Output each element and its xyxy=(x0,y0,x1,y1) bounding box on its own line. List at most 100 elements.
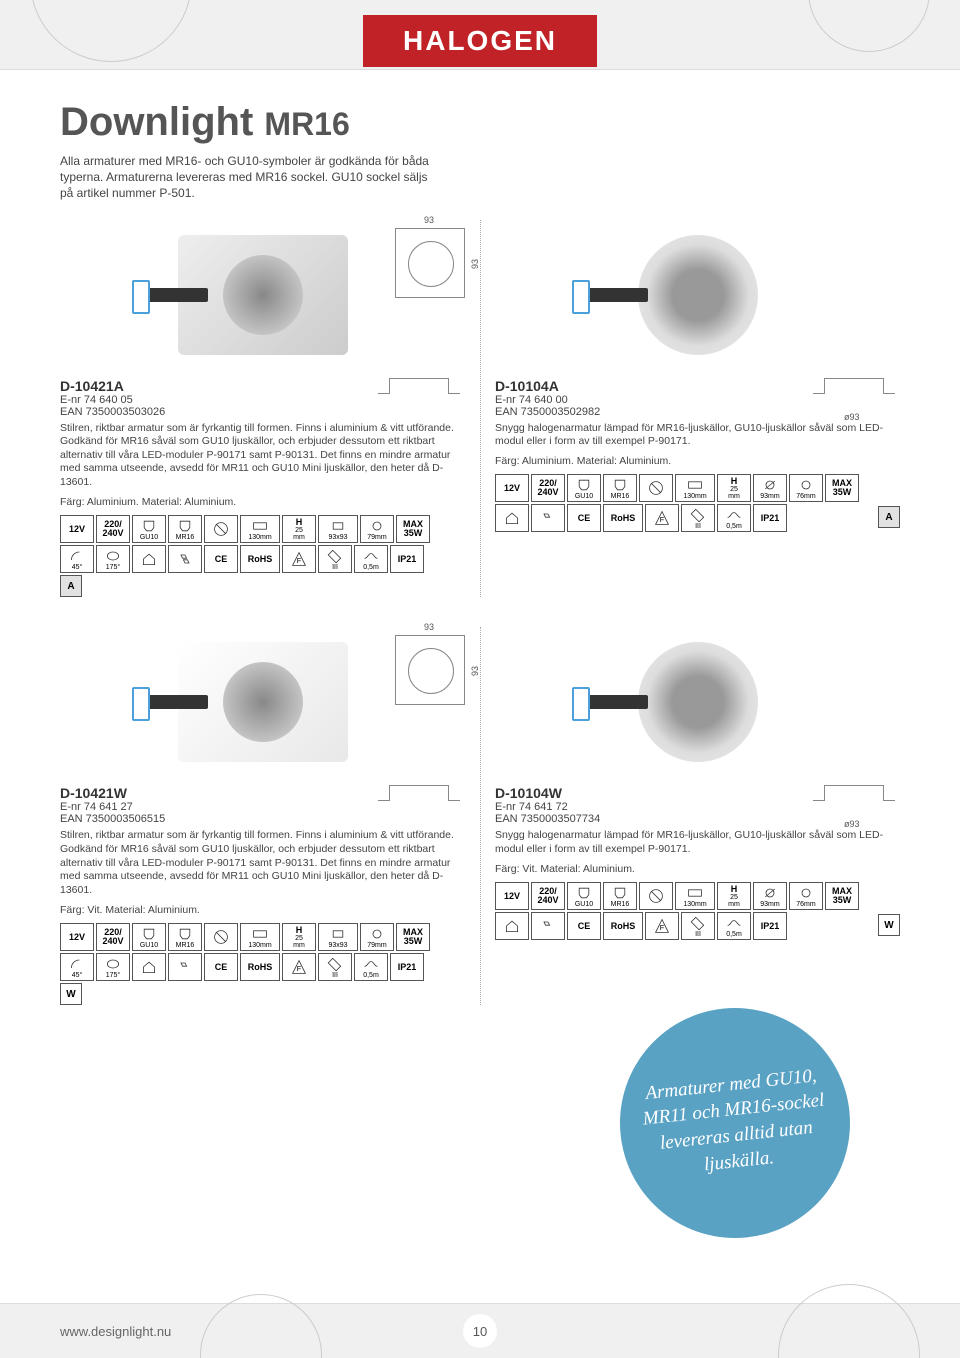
spec-depth: 130mm xyxy=(675,882,715,910)
spec-gu10: GU10 xyxy=(132,515,166,543)
spec-ip: IP21 xyxy=(753,912,787,940)
product-block: D-10421A E-nr 74 640 05 EAN 735000350302… xyxy=(60,378,465,598)
spec-depth: 130mm xyxy=(675,474,715,502)
fixture-square-icon xyxy=(178,642,348,762)
spec-noglass-icon xyxy=(204,515,238,543)
spec-icons: 12V 220/240V GU10 MR16 130mm H25mm 93x93… xyxy=(60,923,465,1005)
spec-maxw: MAX35W xyxy=(396,923,430,951)
product-column: 93 93 D-10421A E-nr 74 640 05 EAN 735000… xyxy=(60,220,465,598)
spec-ip: IP21 xyxy=(753,504,787,532)
spec-height: H25mm xyxy=(717,474,751,502)
spec-rohs: RoHS xyxy=(240,545,280,573)
footer: www.designlight.nu 10 xyxy=(0,1303,960,1358)
footer-url: www.designlight.nu xyxy=(60,1324,171,1339)
product-color: Färg: Vit. Material: Aluminium. xyxy=(60,904,465,918)
spec-indoor-icon xyxy=(132,545,166,573)
spec-cable: 0,5m xyxy=(354,953,388,981)
spec-cable: 0,5m xyxy=(717,504,751,532)
spec-depth: 130mm xyxy=(240,515,280,543)
cutout-drawing xyxy=(375,378,465,418)
page-number: 10 xyxy=(463,1314,497,1348)
spec-height: H25mm xyxy=(282,923,316,951)
spec-indoor-icon xyxy=(495,912,529,940)
spec-mr16: MR16 xyxy=(168,923,202,951)
spec-hole: 76mm xyxy=(789,882,823,910)
color-chip: A xyxy=(878,506,900,528)
product-description: Stilren, riktbar armatur som är fyrkanti… xyxy=(60,422,465,490)
spec-ce: CE xyxy=(567,912,601,940)
spec-diameter: 93mm xyxy=(753,882,787,910)
spec-noglass-icon xyxy=(639,474,673,502)
product-color: Färg: Vit. Material: Aluminium. xyxy=(495,863,900,877)
spec-cutout: 93x93 xyxy=(318,515,358,543)
spec-ce: CE xyxy=(204,953,238,981)
spec-cable: 0,5m xyxy=(717,912,751,940)
spec-12v: 12V xyxy=(495,474,529,502)
spec-gu10: GU10 xyxy=(567,474,601,502)
spec-indoor-icon xyxy=(132,953,166,981)
spec-class3: III xyxy=(318,953,352,981)
product-photo xyxy=(495,627,900,777)
product-column: 93 93 D-10421W E-nr 74 641 27 EAN 735000… xyxy=(60,627,465,1005)
dim-label: 93 xyxy=(470,666,480,676)
bracket-icon xyxy=(148,695,208,709)
product-photo xyxy=(495,220,900,370)
svg-text:F: F xyxy=(660,923,665,932)
spec-gu10: GU10 xyxy=(132,923,166,951)
spec-indoor-icon xyxy=(495,504,529,532)
product-color: Färg: Aluminium. Material: Aluminium. xyxy=(495,455,900,469)
spec-maxw: MAX35W xyxy=(396,515,430,543)
title-sub: MR16 xyxy=(264,106,349,142)
product-description: Snygg halogenarmatur lämpad för MR16-lju… xyxy=(495,829,900,856)
fixture-round-icon xyxy=(618,235,778,355)
bracket-icon xyxy=(148,288,208,302)
svg-text:F: F xyxy=(297,556,302,565)
category-badge: HALOGEN xyxy=(363,15,597,67)
dimension-drawing: 93 93 xyxy=(395,635,465,705)
spec-f: F xyxy=(645,912,679,940)
spec-hole: 76mm xyxy=(789,474,823,502)
spec-rohs: RoHS xyxy=(603,504,643,532)
spec-ce: CE xyxy=(567,504,601,532)
spec-12v: 12V xyxy=(60,515,94,543)
spec-hole: 79mm xyxy=(360,923,394,951)
color-chip: A xyxy=(60,575,82,597)
spec-maxw: MAX35W xyxy=(825,474,859,502)
dim-label: 93 xyxy=(470,259,480,269)
product-block: D-10104W E-nr 74 641 72 EAN 735000350773… xyxy=(495,785,900,940)
svg-text:F: F xyxy=(297,964,302,973)
spec-tilt45: 45° xyxy=(60,545,94,573)
spec-maxw: MAX35W xyxy=(825,882,859,910)
spec-noglass-icon xyxy=(639,882,673,910)
spec-height: H25mm xyxy=(717,882,751,910)
spec-recycle-icon xyxy=(531,504,565,532)
spec-class3: III xyxy=(681,912,715,940)
spec-depth: 130mm xyxy=(240,923,280,951)
spec-recycle-icon xyxy=(531,912,565,940)
spec-rotate175: 175° xyxy=(96,953,130,981)
spec-gu10: GU10 xyxy=(567,882,601,910)
spec-class3: III xyxy=(681,504,715,532)
title-main: Downlight xyxy=(60,100,253,144)
spec-f: F xyxy=(282,545,316,573)
page: HALOGEN Downlight MR16 Alla armaturer me… xyxy=(0,0,960,1358)
spec-mr16: MR16 xyxy=(603,474,637,502)
spec-f: F xyxy=(645,504,679,532)
color-chip: W xyxy=(60,983,82,1005)
content: Downlight MR16 Alla armaturer med MR16- … xyxy=(0,70,960,1055)
color-chip: W xyxy=(878,914,900,936)
dimension-drawing: 93 93 xyxy=(395,228,465,298)
dim-label: 93 xyxy=(424,215,434,225)
spec-cutout: 93x93 xyxy=(318,923,358,951)
spec-ip: IP21 xyxy=(390,545,424,573)
spec-12v: 12V xyxy=(495,882,529,910)
product-row: 93 93 D-10421W E-nr 74 641 27 EAN 735000… xyxy=(60,627,900,1005)
spec-mr16: MR16 xyxy=(603,882,637,910)
spec-cable: 0,5m xyxy=(354,545,388,573)
fixture-square-icon xyxy=(178,235,348,355)
spec-220-240v: 220/240V xyxy=(96,515,130,543)
product-column: D-10104W E-nr 74 641 72 EAN 735000350773… xyxy=(495,627,900,1005)
spec-ce: CE xyxy=(204,545,238,573)
spec-rohs: RoHS xyxy=(603,912,643,940)
cutout-drawing xyxy=(810,378,900,418)
